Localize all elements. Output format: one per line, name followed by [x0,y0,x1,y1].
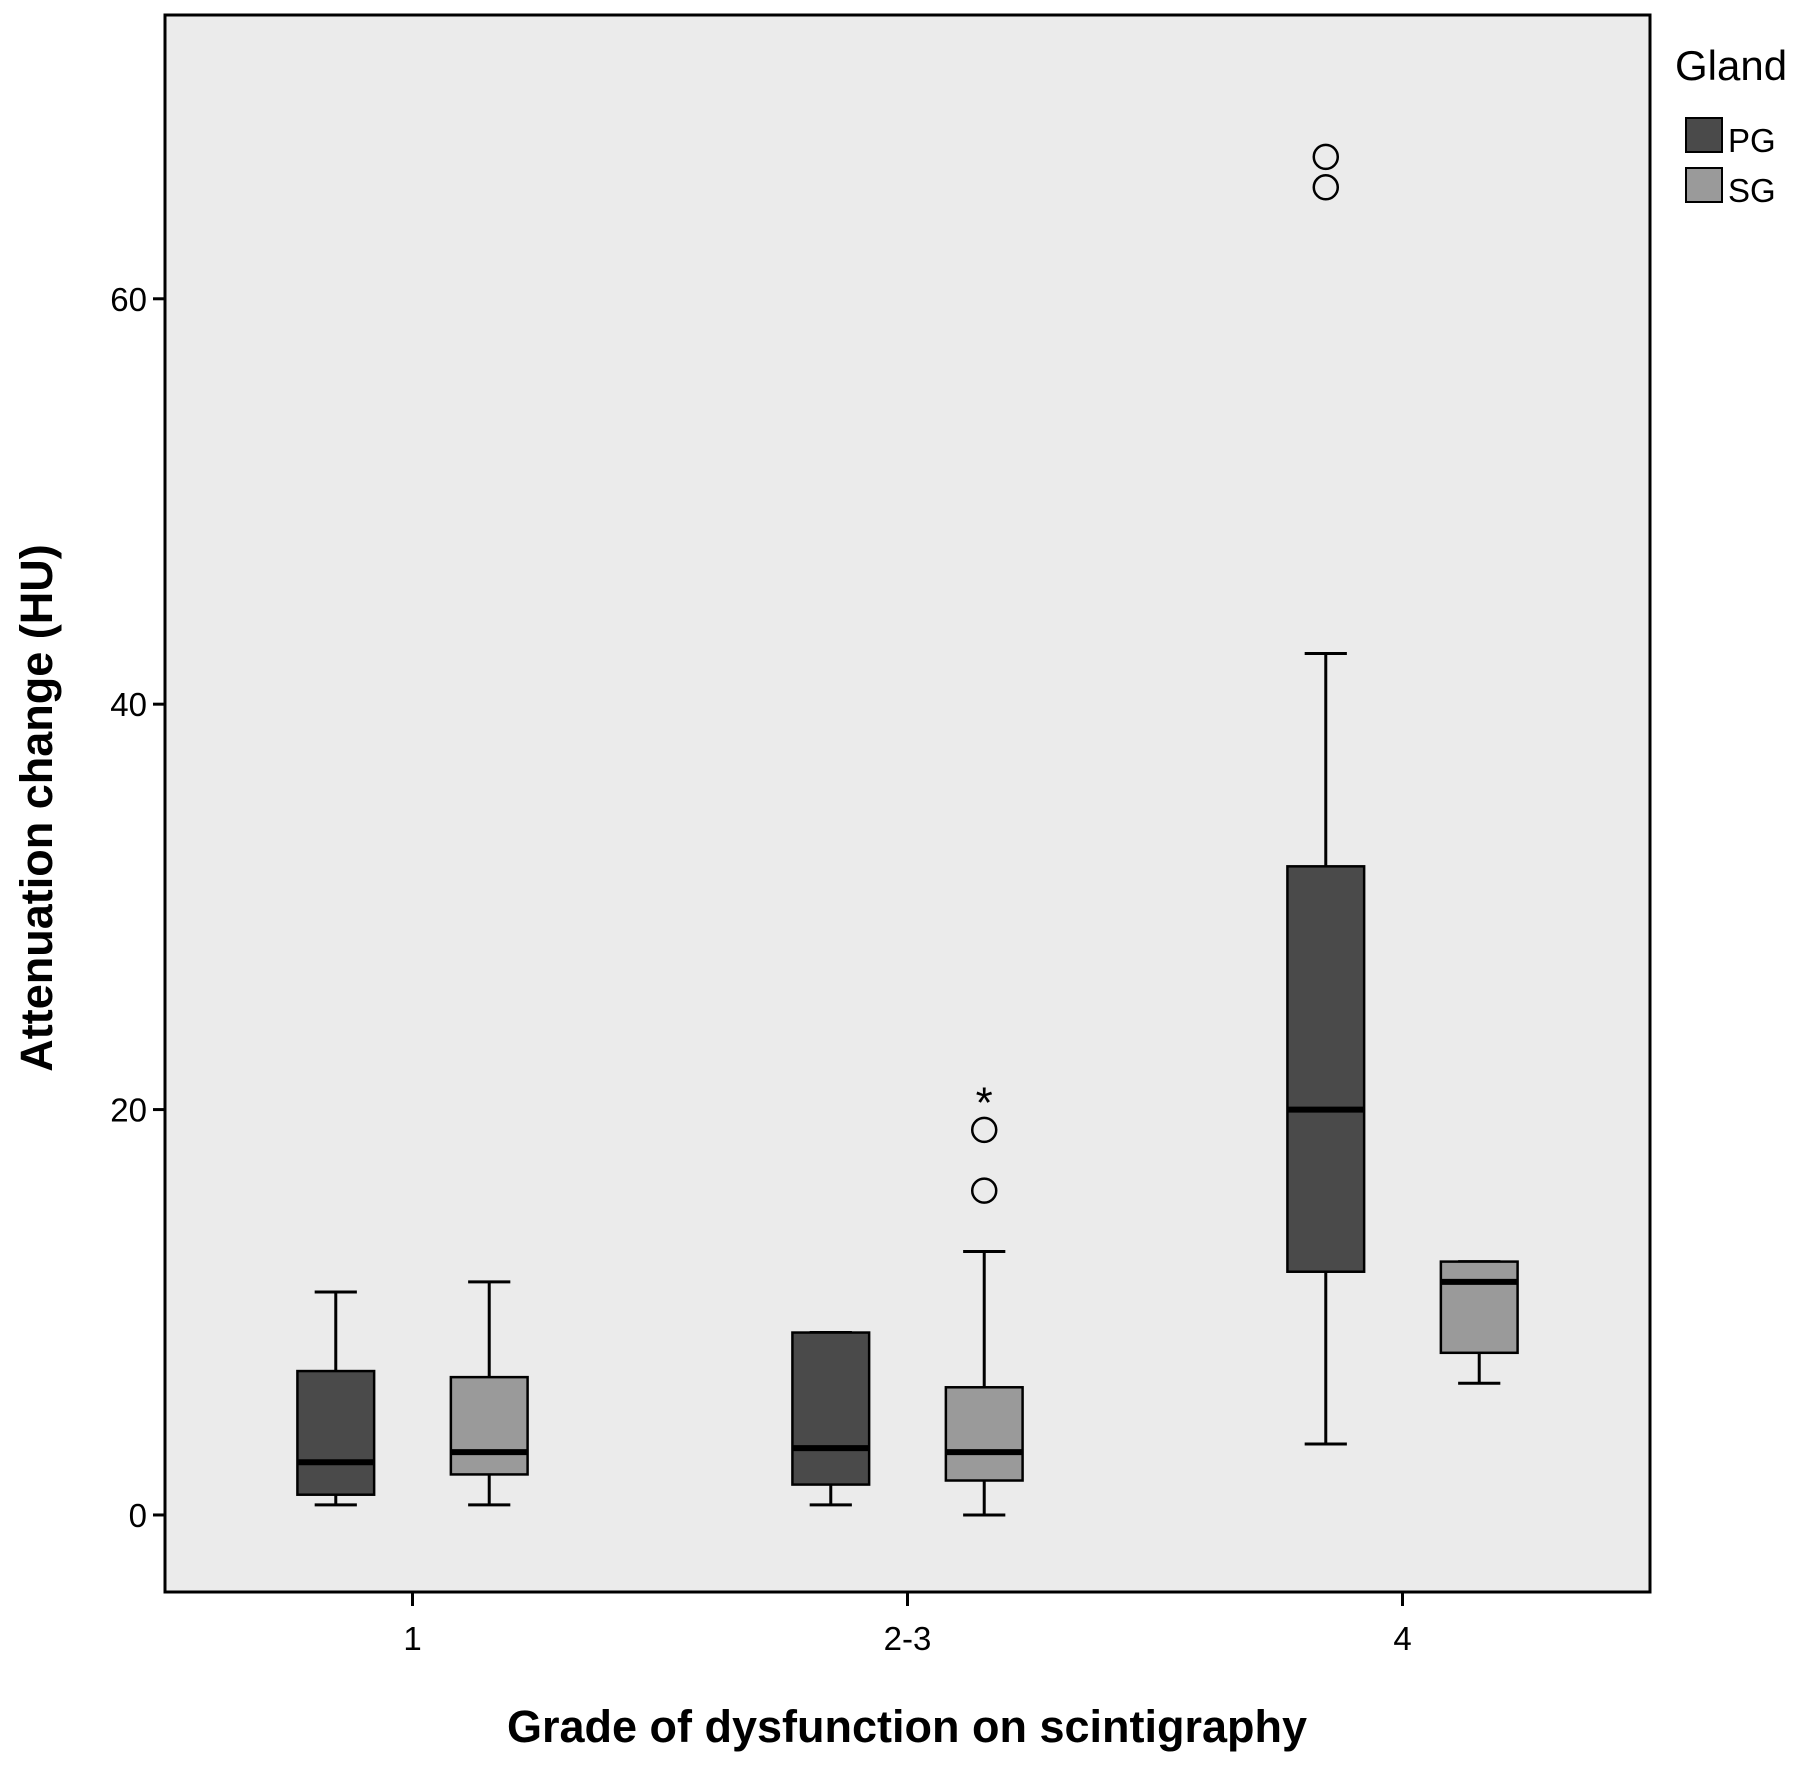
box-pg-1 [296,1290,376,1507]
iqr-box [1286,865,1366,1273]
iqr-box [1439,1260,1519,1355]
legend-swatch-sg [1685,167,1723,203]
box-sg-4 [1439,1260,1519,1385]
iqr-box [944,1386,1024,1482]
x-axis-title: Grade of dysfunction on scintigraphy [507,1701,1307,1752]
iqr-box [791,1331,871,1486]
y-axis: 0 20 40 60 [110,281,165,1534]
legend: Gland PG SG [1675,42,1787,209]
box-pg-4 [1286,143,1366,1446]
iqr-box [296,1369,376,1496]
boxes-layer: * [296,143,1519,1517]
outlier-point [970,1177,998,1204]
x-axis: 1 2-3 4 [403,1592,1412,1657]
x-tick-label: 2-3 [884,1620,932,1657]
iqr-box [449,1375,529,1476]
y-axis-title: Attenuation change (HU) [11,544,62,1071]
y-tick-label: 40 [110,686,147,723]
x-tick-label: 1 [403,1620,421,1657]
legend-label-sg: SG [1728,172,1776,209]
box-sg-2-3: * [944,1078,1024,1517]
outlier-point [970,1116,998,1144]
outlier-point [1312,143,1340,171]
box-pg-2-3 [791,1331,871,1507]
y-tick-label: 0 [129,1497,147,1534]
legend-title: Gland [1675,42,1787,89]
legend-label-pg: PG [1728,122,1776,159]
outlier-point [1312,174,1340,201]
y-tick-label: 60 [110,281,147,318]
plot-area [163,13,1652,1594]
x-tick-label: 4 [1393,1620,1411,1657]
y-tick-label: 20 [110,1092,147,1129]
box-sg-1 [449,1280,529,1507]
legend-swatch-pg [1685,117,1723,153]
extreme-point: * [976,1078,993,1127]
